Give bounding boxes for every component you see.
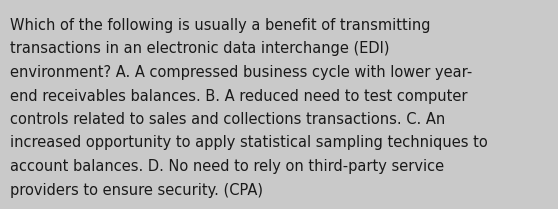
Text: account balances. D. No need to rely on third-party service: account balances. D. No need to rely on … xyxy=(10,159,444,174)
Text: increased opportunity to apply statistical sampling techniques to: increased opportunity to apply statistic… xyxy=(10,135,488,150)
Text: environment? A. A compressed business cycle with lower year-: environment? A. A compressed business cy… xyxy=(10,65,472,80)
Text: controls related to sales and collections transactions. C. An: controls related to sales and collection… xyxy=(10,112,445,127)
Text: transactions in an electronic data interchange (EDI): transactions in an electronic data inter… xyxy=(10,42,389,56)
Text: end receivables balances. B. A reduced need to test computer: end receivables balances. B. A reduced n… xyxy=(10,88,468,103)
Text: providers to ensure security. (CPA): providers to ensure security. (CPA) xyxy=(10,182,263,198)
Text: Which of the following is usually a benefit of transmitting: Which of the following is usually a bene… xyxy=(10,18,431,33)
